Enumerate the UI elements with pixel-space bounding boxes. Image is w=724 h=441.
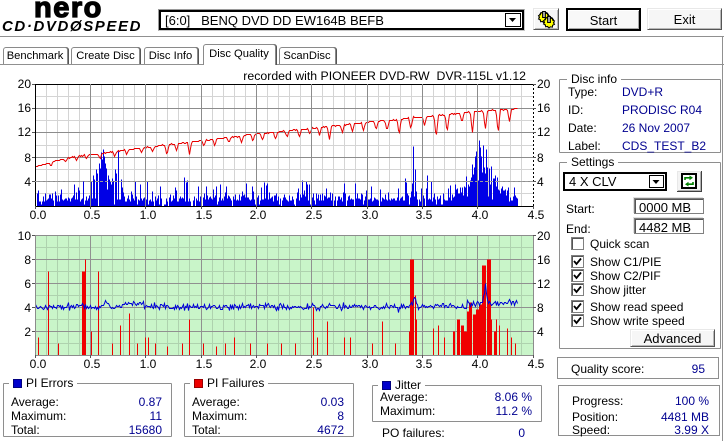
svg-text:20: 20 [537, 229, 551, 243]
svg-text:2.5: 2.5 [306, 208, 323, 222]
svg-text:8: 8 [24, 253, 31, 267]
svg-text:8: 8 [24, 151, 31, 165]
svg-text:2.0: 2.0 [250, 357, 267, 371]
svg-text:12: 12 [537, 277, 551, 291]
svg-text:12: 12 [18, 125, 32, 139]
svg-text:4.0: 4.0 [472, 357, 489, 371]
svg-text:20: 20 [537, 77, 551, 91]
svg-text:2: 2 [24, 325, 31, 339]
svg-text:0.0: 0.0 [30, 208, 47, 222]
svg-text:3.0: 3.0 [362, 357, 379, 371]
svg-text:3.0: 3.0 [362, 208, 379, 222]
svg-text:3.5: 3.5 [416, 208, 433, 222]
svg-text:1.5: 1.5 [196, 357, 213, 371]
svg-text:8: 8 [537, 301, 544, 315]
svg-text:0.5: 0.5 [84, 357, 101, 371]
svg-text:4: 4 [24, 301, 31, 315]
svg-text:4.5: 4.5 [528, 208, 545, 222]
svg-text:3.5: 3.5 [416, 357, 433, 371]
svg-text:4: 4 [24, 175, 31, 189]
svg-text:0.5: 0.5 [84, 208, 101, 222]
svg-text:4: 4 [537, 175, 544, 189]
svg-text:16: 16 [537, 101, 551, 115]
svg-text:0.0: 0.0 [30, 357, 47, 371]
svg-text:2.0: 2.0 [250, 208, 267, 222]
svg-text:1.0: 1.0 [140, 208, 157, 222]
svg-text:10: 10 [18, 229, 32, 243]
svg-text:4: 4 [537, 325, 544, 339]
svg-text:16: 16 [18, 101, 32, 115]
svg-text:16: 16 [537, 253, 551, 267]
svg-text:1.5: 1.5 [196, 208, 213, 222]
svg-text:12: 12 [537, 125, 551, 139]
svg-text:1.0: 1.0 [140, 357, 157, 371]
svg-text:6: 6 [24, 277, 31, 291]
svg-text:4.5: 4.5 [528, 357, 545, 371]
svg-text:recorded with PIONEER DVD-RW: recorded with PIONEER DVD-RW DVR-115L v1… [243, 69, 526, 83]
svg-text:4.0: 4.0 [472, 208, 489, 222]
svg-text:20: 20 [18, 77, 32, 91]
svg-text:2.5: 2.5 [306, 357, 323, 371]
svg-text:8: 8 [537, 151, 544, 165]
